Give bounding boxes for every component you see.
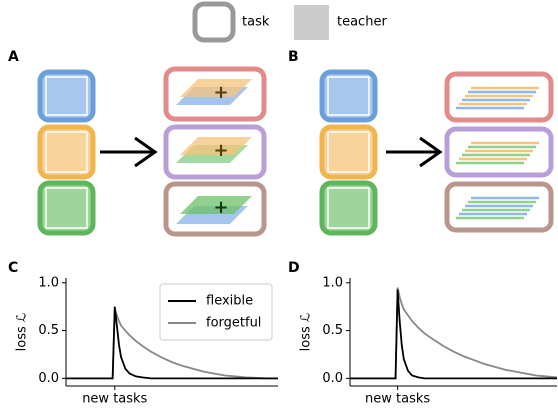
task-icon [192,1,236,43]
line-series [350,289,557,380]
line-series [66,306,278,380]
y-tick-label: 0.5 [322,323,343,338]
svg-text:+: + [213,140,228,161]
panel-label: B [288,49,299,65]
x-tick-label: new tasks [82,392,147,407]
panel-a-diagram: + + + [37,66,267,237]
y-tick-label: 1.0 [38,275,59,290]
panel-label: D [288,260,300,276]
line-series [66,309,278,380]
x-tick-label: new tasks [365,392,430,407]
panel-label: A [8,49,19,65]
panel-label: C [8,260,18,276]
legend-label: flexible [206,294,253,309]
legend-box [159,283,273,341]
y-axis-label: loss ℒ [299,313,314,352]
y-tick-label: 1.0 [322,275,343,290]
y-tick-label: 0.0 [322,371,343,386]
panel-b-diagram [319,69,554,236]
y-tick-label: 0.5 [38,323,59,338]
svg-text:+: + [213,82,228,103]
svg-text:+: + [213,197,228,218]
charts: 0.0 0.5 1.0 new tasks loss ℒ flexible forgetfu… [15,275,558,407]
legend-label: forgetful [206,316,261,331]
teacher-icon [294,5,329,40]
y-tick-label: 0.0 [38,371,59,386]
legend-teacher: teacher [337,15,387,30]
legend-task: task [242,15,270,30]
y-axis-label: loss ℒ [15,313,30,352]
line-series [350,287,558,380]
